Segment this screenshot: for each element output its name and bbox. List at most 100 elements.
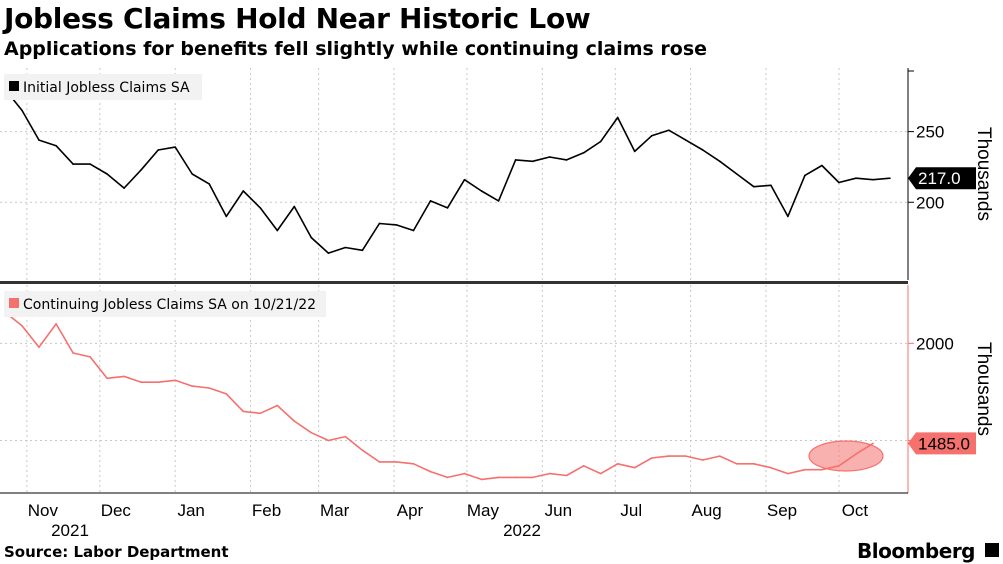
legend-box [4, 74, 202, 100]
data-point [174, 379, 176, 382]
data-point [361, 449, 364, 452]
series-line [4, 88, 891, 254]
data-point [446, 207, 449, 209]
data-point [72, 352, 74, 354]
data-point [446, 476, 449, 479]
data-point [259, 412, 262, 415]
panel-divider [0, 281, 908, 284]
series-line [4, 311, 874, 481]
data-point [293, 205, 296, 208]
data-point [787, 215, 789, 218]
data-point [242, 190, 245, 192]
data-point [106, 377, 108, 380]
data-point [225, 215, 228, 218]
data-point [548, 156, 551, 158]
data-point [208, 387, 211, 389]
data-point [838, 181, 840, 184]
data-point [378, 222, 381, 225]
data-point [123, 375, 125, 378]
data-point [821, 468, 823, 471]
data-point [174, 146, 176, 148]
data-point [565, 159, 568, 161]
data-point [191, 173, 194, 175]
data-point [327, 439, 330, 442]
data-point [684, 455, 687, 457]
data-point [310, 431, 313, 434]
y-axis-unit-label: Thousands [973, 342, 994, 436]
data-point [787, 472, 789, 475]
data-point [497, 200, 500, 202]
x-axis: Nov Dec Jan Feb Mar Apr May Jun Jul Aug Sep Oct 2021… [0, 281, 908, 540]
y-axis-unit-label: Thousands [973, 127, 994, 221]
x-tick-label: Jul [620, 501, 642, 520]
data-point [395, 224, 398, 226]
data-point [804, 174, 806, 177]
x-tick-label: Feb [252, 501, 281, 520]
data-point [667, 129, 670, 131]
last-value-label: 1485.0 [918, 434, 970, 453]
x-tick-label: Nov [28, 501, 59, 520]
data-point [225, 393, 228, 395]
data-point [293, 420, 296, 422]
x-tick-label: Mar [320, 501, 350, 520]
data-point [361, 249, 364, 252]
data-point [650, 457, 653, 459]
data-point [310, 236, 313, 239]
data-point [872, 178, 874, 181]
data-point [157, 381, 159, 383]
data-point [463, 178, 466, 181]
highlight-ellipse [808, 440, 884, 472]
data-point [123, 187, 125, 189]
x-year-label: 2022 [503, 521, 541, 540]
source-note: Source: Labor Department [4, 543, 229, 561]
data-point [736, 173, 738, 175]
data-point [412, 229, 415, 232]
data-point [378, 461, 381, 463]
data-point [140, 381, 142, 383]
x-tick-label: Jan [177, 501, 204, 520]
x-year-label: 2021 [51, 521, 89, 540]
data-point [480, 478, 483, 481]
data-point [480, 190, 483, 192]
data-point [736, 463, 738, 465]
data-point [242, 410, 245, 413]
data-point [855, 177, 857, 180]
data-point [429, 200, 432, 202]
data-point [327, 252, 330, 254]
legend-swatch [9, 298, 19, 308]
data-point [633, 150, 636, 153]
data-point [21, 325, 23, 327]
x-tick-label: Dec [101, 501, 132, 520]
data-point [276, 229, 279, 232]
data-point [582, 152, 585, 154]
data-point [208, 183, 211, 185]
y-tick-label: 2000 [916, 334, 954, 353]
data-point [191, 385, 194, 387]
data-point [395, 461, 398, 463]
data-point [21, 109, 23, 112]
data-point [548, 472, 551, 475]
x-tick-label: Oct [842, 501, 869, 520]
x-tick-label: Aug [692, 501, 722, 520]
data-point [157, 149, 159, 151]
x-tick-label: Apr [397, 501, 424, 520]
data-point [804, 468, 806, 471]
data-point [531, 476, 534, 479]
legend-box [4, 291, 326, 317]
data-point [684, 139, 687, 141]
data-point [72, 163, 74, 165]
data-point [582, 464, 585, 467]
data-point [89, 163, 91, 165]
legend-label: Continuing Jobless Claims SA on 10/21/22 [23, 297, 316, 313]
legend-label: Initial Jobless Claims SA [23, 80, 190, 96]
data-point [497, 476, 500, 479]
chart-title: Jobless Claims Hold Near Historic Low [4, 2, 591, 35]
data-point [412, 463, 415, 465]
data-point [599, 140, 602, 143]
data-point [276, 404, 279, 407]
data-point [633, 466, 636, 469]
data-point [38, 346, 40, 349]
data-point [616, 116, 619, 119]
last-value-label: 217.0 [918, 169, 961, 188]
